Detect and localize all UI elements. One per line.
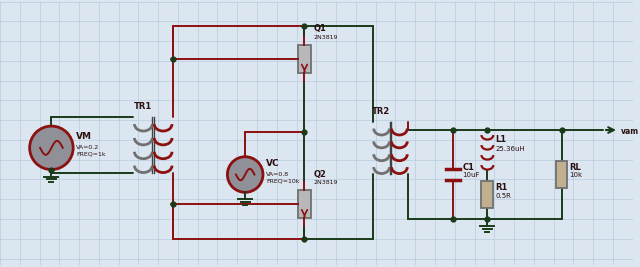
Text: VA=0.2: VA=0.2	[76, 145, 99, 150]
Bar	[556, 161, 568, 188]
Text: 2N3819: 2N3819	[314, 35, 338, 40]
Text: VC: VC	[266, 159, 280, 168]
Text: TR1: TR1	[134, 102, 152, 111]
Bar	[481, 181, 493, 208]
Circle shape	[227, 157, 263, 192]
Text: 25.36uH: 25.36uH	[495, 146, 525, 152]
Text: VA=0.8: VA=0.8	[266, 171, 289, 176]
Text: Q1: Q1	[314, 24, 326, 33]
Text: VM: VM	[76, 132, 92, 141]
Bar	[298, 190, 312, 218]
Text: R1: R1	[495, 183, 508, 192]
Text: 10uF: 10uF	[463, 172, 480, 179]
Text: 2N3819: 2N3819	[314, 180, 338, 185]
Circle shape	[29, 126, 73, 170]
Text: FREQ=10k: FREQ=10k	[266, 178, 300, 183]
Bar	[298, 45, 312, 73]
Text: TR2: TR2	[372, 107, 390, 116]
Text: FREQ=1k: FREQ=1k	[76, 152, 106, 157]
Text: Q2: Q2	[314, 170, 326, 179]
Text: RL: RL	[570, 163, 581, 172]
Text: C1: C1	[463, 163, 475, 172]
Text: vam: vam	[621, 127, 639, 136]
Text: L1: L1	[495, 135, 506, 144]
Text: 0.5R: 0.5R	[495, 193, 511, 198]
Text: 10k: 10k	[570, 172, 582, 179]
